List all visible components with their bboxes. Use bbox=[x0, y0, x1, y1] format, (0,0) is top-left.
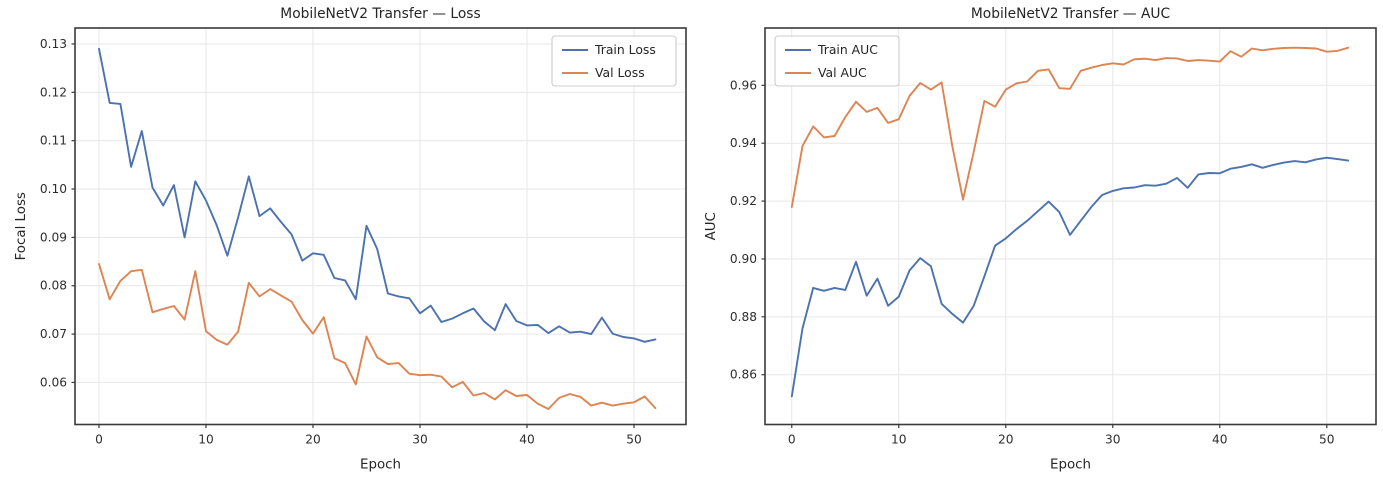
y-tick-label: 0.13 bbox=[40, 37, 67, 51]
y-tick-label: 0.86 bbox=[730, 368, 757, 382]
x-tick-label: 0 bbox=[95, 433, 103, 447]
chart-title: MobileNetV2 Transfer — AUC bbox=[971, 6, 1170, 22]
legend: Train AUC Val AUC bbox=[774, 35, 900, 87]
x-tick-label: 10 bbox=[198, 433, 214, 447]
y-tick-label: 0.12 bbox=[40, 85, 67, 99]
y-axis-label: Focal Loss bbox=[14, 192, 29, 260]
x-axis-label: Epoch bbox=[360, 458, 401, 473]
train-loss-line bbox=[98, 47, 657, 343]
y-tick-label: 0.96 bbox=[730, 78, 757, 92]
mobilenetv2-transfer-loss-panel: 0 10 20 30 40 50 0.06 0.07 0.08 0.09 0.10 0.11 0.12 0… bbox=[14, 6, 687, 473]
x-tick-label: 10 bbox=[891, 433, 907, 447]
legend-label: Train Loss bbox=[594, 42, 656, 57]
legend: Train Loss Val Loss bbox=[551, 35, 677, 87]
y-tick-label: 0.08 bbox=[40, 279, 67, 293]
plot-border bbox=[74, 27, 687, 426]
x-tick-label: 20 bbox=[305, 433, 321, 447]
y-tick-label: 0.94 bbox=[730, 136, 757, 150]
y-tick-label: 0.10 bbox=[40, 182, 67, 196]
mobilenetv2-transfer-auc-panel: 0 10 20 30 40 50 0.86 0.88 0.90 0.92 0.94 0.96 Mobil… bbox=[704, 6, 1377, 473]
x-tick-label: 30 bbox=[412, 433, 428, 447]
y-tick-label: 0.88 bbox=[730, 310, 757, 324]
x-tick-label: 30 bbox=[1105, 433, 1121, 447]
legend-label: Train AUC bbox=[817, 42, 878, 57]
train-auc-line bbox=[790, 156, 1350, 398]
x-tick-label: 50 bbox=[1319, 433, 1335, 447]
x-tick-label: 50 bbox=[626, 433, 642, 447]
plot-border bbox=[764, 27, 1377, 426]
x-tick-label: 40 bbox=[1212, 433, 1228, 447]
chart-title: MobileNetV2 Transfer — Loss bbox=[280, 6, 480, 22]
legend-item-train-auc: Train AUC bbox=[785, 42, 878, 57]
legend-label: Val AUC bbox=[818, 65, 867, 80]
legend-item-val-auc: Val AUC bbox=[785, 65, 867, 80]
y-tick-label: 0.07 bbox=[40, 327, 67, 341]
y-tick-label: 0.11 bbox=[40, 134, 67, 148]
y-tick-label: 0.09 bbox=[40, 230, 67, 244]
legend-label: Val Loss bbox=[595, 65, 645, 80]
y-axis-label: AUC bbox=[704, 212, 719, 240]
x-tick-label: 0 bbox=[788, 433, 796, 447]
legend-item-train-loss: Train Loss bbox=[562, 42, 656, 57]
y-tick-label: 0.90 bbox=[730, 252, 757, 266]
x-axis-label: Epoch bbox=[1050, 458, 1091, 473]
x-tick-label: 20 bbox=[998, 433, 1014, 447]
val-auc-line bbox=[790, 46, 1350, 208]
legend-item-val-loss: Val Loss bbox=[562, 65, 645, 80]
y-tick-label: 0.92 bbox=[730, 194, 757, 208]
y-tick-label: 0.06 bbox=[40, 375, 67, 389]
x-tick-label: 40 bbox=[519, 433, 535, 447]
val-loss-line bbox=[98, 263, 657, 410]
